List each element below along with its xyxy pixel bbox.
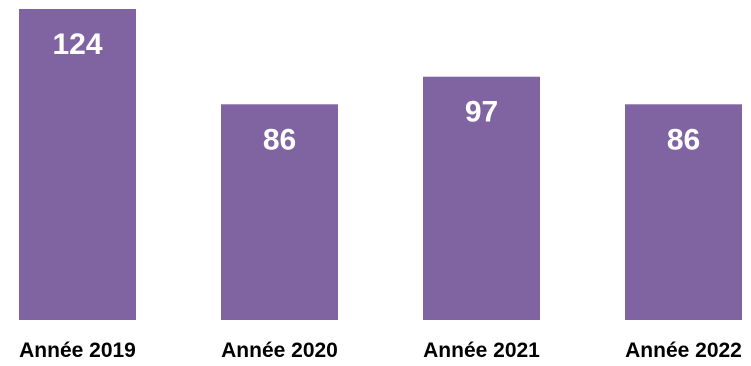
category-label-3: Année 2021 bbox=[423, 339, 540, 362]
data-labels-group: 124 86 97 86 bbox=[52, 28, 700, 156]
bar-value-label-2: 86 bbox=[263, 123, 296, 156]
category-label-2: Année 2020 bbox=[221, 339, 338, 362]
category-labels-group: Année 2019 Année 2020 Année 2021 Année 2022 bbox=[19, 339, 742, 362]
bar-3 bbox=[423, 76, 540, 320]
category-label-4: Année 2022 bbox=[625, 339, 742, 362]
bar-2 bbox=[221, 104, 338, 320]
bar-value-label-3: 97 bbox=[465, 96, 498, 129]
bar-4 bbox=[625, 104, 742, 320]
bar-value-label-4: 86 bbox=[667, 123, 700, 156]
bar-1 bbox=[19, 9, 136, 320]
bars-group bbox=[19, 9, 742, 320]
category-label-1: Année 2019 bbox=[19, 339, 136, 362]
bar-value-label-1: 124 bbox=[52, 28, 102, 61]
